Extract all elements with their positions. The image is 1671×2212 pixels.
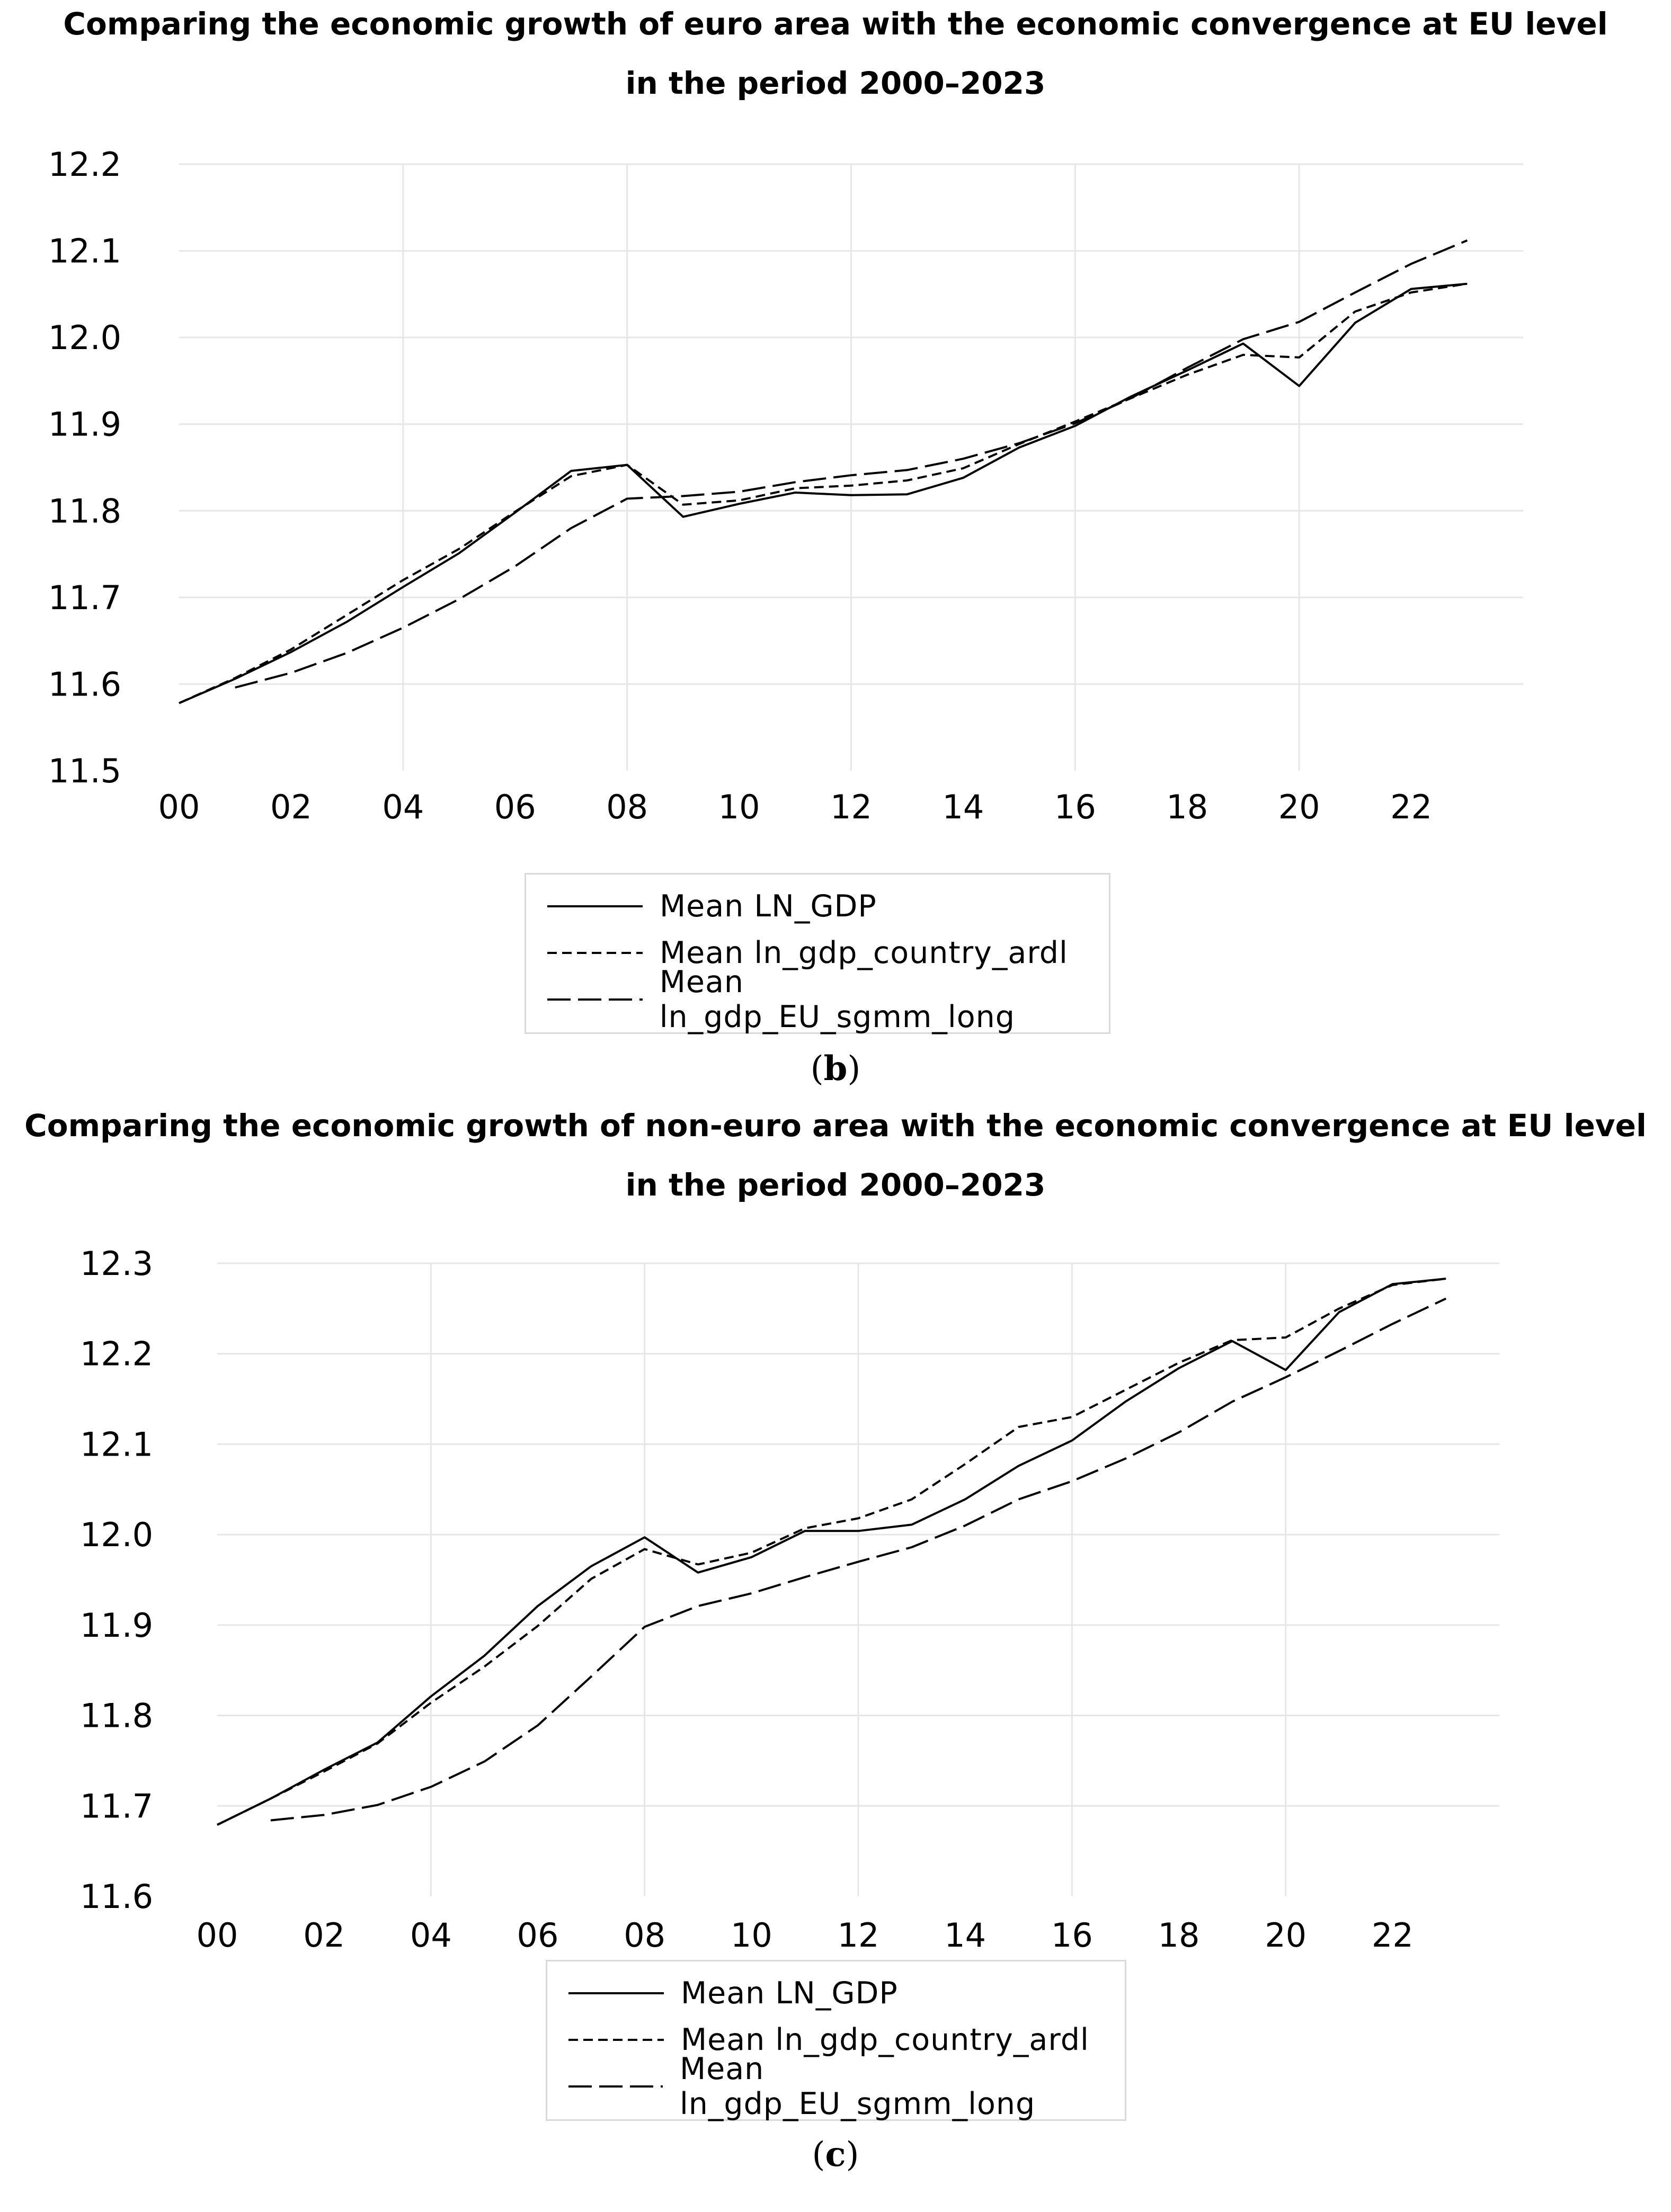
gridlines <box>179 163 1523 771</box>
caption-paren-open: ( <box>810 1049 824 1089</box>
legend-swatch-short-dash <box>568 2039 664 2041</box>
chart-title-line1: Comparing the economic growth of non-eur… <box>24 1108 1647 1144</box>
y-tick-label: 12.0 <box>48 318 121 357</box>
x-tick-label: 00 <box>197 1916 238 1955</box>
x-tick-label: 18 <box>1166 788 1208 826</box>
figure-caption-c: (c) <box>0 2135 1671 2174</box>
legend-item-eu-sgmm-long: Mean ln_gdp_EU_sgmm_long <box>568 2052 1125 2121</box>
chart-title-line2: in the period 2000–2023 <box>625 1167 1046 1203</box>
figure-b: Comparing the economic growth of euro ar… <box>0 6 1671 1089</box>
y-tick-label: 12.3 <box>80 1244 153 1283</box>
x-tick-label: 12 <box>830 788 872 826</box>
y-tick-label: 12.2 <box>80 1335 153 1373</box>
gridlines <box>217 1262 1499 1896</box>
y-tick-label: 12.0 <box>80 1515 153 1554</box>
series-line-mean-ln-gdp-eu-sgmm-long <box>235 239 1468 689</box>
legend-item-ln-gdp: Mean LN_GDP <box>568 1972 898 2014</box>
y-axis: 11.6 11.7 11.8 11.9 12.0 12.1 12.2 12.3 <box>80 1244 153 1916</box>
x-tick-label: 02 <box>303 1916 345 1955</box>
caption-paren-close: ) <box>847 1049 861 1089</box>
y-tick-label: 11.9 <box>48 405 121 444</box>
y-tick-label: 12.1 <box>48 232 121 271</box>
line-chart-euro-area: 11.5 11.6 11.7 11.8 11.9 12.0 12.1 12.2 00 02 04 06… <box>48 145 1523 826</box>
legend-label: Mean ln_gdp_EU_sgmm_long <box>679 2052 1036 2121</box>
chart-title-line1: Comparing the economic growth of euro ar… <box>63 6 1608 42</box>
caption-letter: c <box>825 2135 846 2174</box>
x-tick-label: 06 <box>494 788 536 826</box>
x-tick-label: 04 <box>410 1916 452 1955</box>
figure-c: Comparing the economic growth of non-eur… <box>0 1102 1671 2212</box>
figure-caption-b: (b) <box>0 1049 1671 1089</box>
x-tick-label: 14 <box>942 788 984 826</box>
legend-label: Mean LN_GDP <box>660 889 877 924</box>
x-tick-label: 10 <box>731 1916 772 1955</box>
legend-label: Mean ln_gdp_country_ardl <box>660 935 1068 970</box>
legend-label: Mean ln_gdp_EU_sgmm_long <box>659 965 1015 1034</box>
x-tick-label: 20 <box>1265 1916 1306 1955</box>
legend-label: Mean ln_gdp_country_ardl <box>681 2022 1089 2057</box>
legend-item-country-ardl: Mean ln_gdp_country_ardl <box>568 2019 1089 2061</box>
series-line-mean-ln-gdp-country-ardl <box>179 282 1468 704</box>
series-line-mean-ln-gdp-country-ardl <box>217 1278 1446 1826</box>
y-tick-label: 11.9 <box>80 1606 153 1645</box>
y-tick-label: 11.7 <box>48 578 121 617</box>
caption-letter: b <box>823 1049 848 1089</box>
legend-item-eu-sgmm-long: Mean ln_gdp_EU_sgmm_long <box>547 965 1109 1034</box>
series-line-mean-ln-gdp <box>179 282 1468 704</box>
x-tick-label: 02 <box>270 788 312 826</box>
y-tick-label: 12.1 <box>80 1425 153 1464</box>
y-tick-label: 11.6 <box>80 1877 153 1916</box>
y-tick-label: 11.8 <box>48 492 121 530</box>
legend-item-ln-gdp: Mean LN_GDP <box>547 885 877 927</box>
x-tick-label: 10 <box>718 788 760 826</box>
x-axis: 00 02 04 06 08 10 12 14 16 18 20 22 <box>197 1916 1414 1955</box>
x-axis: 00 02 04 06 08 10 12 14 16 18 20 22 <box>158 788 1432 826</box>
y-tick-label: 11.5 <box>48 752 121 790</box>
legend-label: Mean LN_GDP <box>681 1976 898 2011</box>
line-chart-non-euro-area: 11.6 11.7 11.8 11.9 12.0 12.1 12.2 12.3 00 02 04 06… <box>80 1244 1499 1955</box>
x-tick-label: 12 <box>838 1916 879 1955</box>
y-tick-label: 12.2 <box>48 145 121 184</box>
x-tick-label: 06 <box>517 1916 559 1955</box>
x-tick-label: 08 <box>606 788 648 826</box>
legend-swatch-long-dash <box>547 998 643 1001</box>
legend-swatch-solid <box>547 905 643 907</box>
x-tick-label: 22 <box>1372 1916 1414 1955</box>
legend-swatch-short-dash <box>547 952 643 954</box>
legend-swatch-long-dash <box>568 2085 663 2088</box>
legend-item-country-ardl: Mean ln_gdp_country_ardl <box>547 932 1068 974</box>
x-tick-label: 20 <box>1278 788 1320 826</box>
y-tick-label: 11.7 <box>80 1787 153 1825</box>
y-tick-label: 11.8 <box>80 1697 153 1735</box>
series-line-mean-ln-gdp-eu-sgmm-long <box>270 1297 1447 1822</box>
caption-paren-close: ) <box>846 2135 859 2174</box>
chart-title-line2: in the period 2000–2023 <box>625 65 1046 101</box>
chart-legend: Mean LN_GDP Mean ln_gdp_country_ardl Mea… <box>525 873 1110 1034</box>
y-axis: 11.5 11.6 11.7 11.8 11.9 12.0 12.1 12.2 <box>48 145 121 790</box>
caption-paren-open: ( <box>812 2135 825 2174</box>
x-tick-label: 16 <box>1051 1916 1093 1955</box>
x-tick-label: 14 <box>944 1916 986 1955</box>
y-tick-label: 11.6 <box>48 665 121 703</box>
x-tick-label: 16 <box>1054 788 1096 826</box>
series-line-mean-ln-gdp <box>217 1278 1446 1826</box>
x-tick-label: 04 <box>382 788 424 826</box>
x-tick-label: 18 <box>1158 1916 1200 1955</box>
x-tick-label: 08 <box>624 1916 665 1955</box>
x-tick-label: 00 <box>158 788 200 826</box>
x-tick-label: 22 <box>1390 788 1432 826</box>
legend-swatch-solid <box>568 1992 664 1994</box>
chart-legend: Mean LN_GDP Mean ln_gdp_country_ardl Mea… <box>546 1960 1126 2121</box>
